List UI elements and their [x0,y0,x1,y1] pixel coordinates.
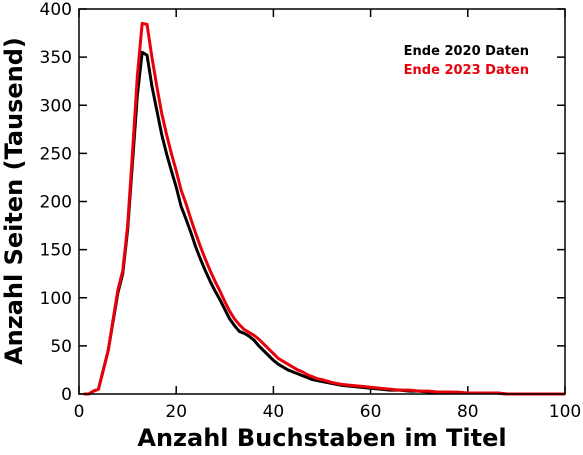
y-tick-label: 0 [61,385,72,405]
y-tick-label: 350 [40,48,72,68]
y-tick-label: 200 [40,193,72,213]
x-tick-label: 20 [165,402,187,422]
x-tick-label: 80 [457,402,479,422]
y-tick-label: 100 [40,289,72,309]
y-tick-label: 400 [40,0,72,20]
x-tick-label: 0 [74,402,85,422]
plot-frame [78,8,566,395]
x-tick-label: 60 [360,402,382,422]
y-tick-label: 50 [50,337,72,357]
x-tick-label: 40 [263,402,285,422]
x-tick-label: 100 [549,402,581,422]
y-tick-label: 300 [40,96,72,116]
x-axis-label: Anzahl Buchstaben im Titel [137,424,506,452]
y-axis-label: Anzahl Seiten (Tausend) [0,37,28,365]
data-line [83,21,565,396]
y-tick-label: 150 [40,241,72,261]
legend-entry: Ende 2020 Daten [404,44,529,59]
legend-entry: Ende 2023 Daten [404,63,529,78]
data-line [83,50,565,396]
y-tick-label: 250 [40,144,72,164]
